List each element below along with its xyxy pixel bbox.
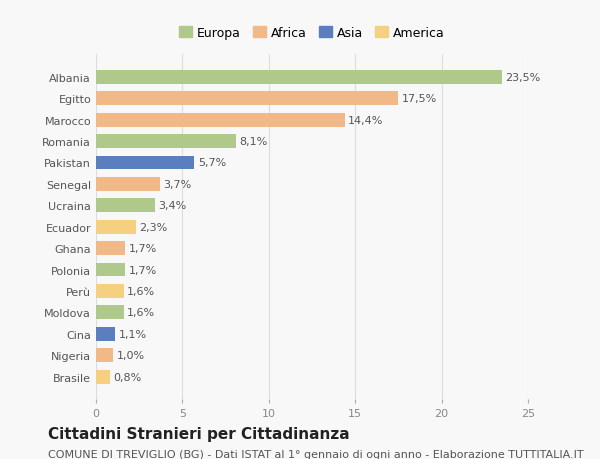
Text: 2,3%: 2,3% [139,222,167,232]
Legend: Europa, Africa, Asia, America: Europa, Africa, Asia, America [179,27,445,40]
Text: 8,1%: 8,1% [239,137,268,147]
Text: 1,7%: 1,7% [129,244,157,253]
Text: Cittadini Stranieri per Cittadinanza: Cittadini Stranieri per Cittadinanza [48,425,350,441]
Text: COMUNE DI TREVIGLIO (BG) - Dati ISTAT al 1° gennaio di ogni anno - Elaborazione : COMUNE DI TREVIGLIO (BG) - Dati ISTAT al… [48,449,584,459]
Text: 1,6%: 1,6% [127,286,155,296]
Bar [96,306,124,319]
Bar [96,327,115,341]
Bar [96,178,160,191]
Bar [96,156,194,170]
Text: 3,4%: 3,4% [158,201,187,211]
Text: 1,1%: 1,1% [118,329,146,339]
Bar [96,199,155,213]
Text: 1,7%: 1,7% [129,265,157,275]
Bar [96,92,398,106]
Text: 3,7%: 3,7% [163,179,191,190]
Text: 1,0%: 1,0% [117,350,145,360]
Bar [96,241,125,256]
Text: 5,7%: 5,7% [198,158,226,168]
Bar [96,370,110,384]
Text: 14,4%: 14,4% [348,115,383,125]
Bar [96,135,236,149]
Bar [96,113,345,127]
Bar [96,348,113,362]
Text: 23,5%: 23,5% [506,73,541,83]
Text: 17,5%: 17,5% [402,94,437,104]
Bar [96,263,125,277]
Bar [96,220,136,234]
Bar [96,284,124,298]
Text: 1,6%: 1,6% [127,308,155,318]
Text: 0,8%: 0,8% [113,372,142,382]
Bar [96,71,502,84]
